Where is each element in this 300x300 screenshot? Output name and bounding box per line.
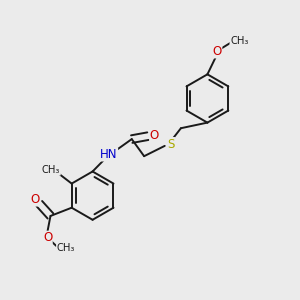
Text: O: O bbox=[150, 129, 159, 142]
Text: O: O bbox=[43, 231, 52, 244]
Text: O: O bbox=[212, 45, 222, 58]
Text: CH₃: CH₃ bbox=[42, 165, 60, 175]
Text: S: S bbox=[167, 138, 175, 151]
Text: CH₃: CH₃ bbox=[230, 36, 248, 46]
Text: O: O bbox=[31, 193, 40, 206]
Text: CH₃: CH₃ bbox=[57, 243, 75, 253]
Text: HN: HN bbox=[100, 148, 118, 161]
